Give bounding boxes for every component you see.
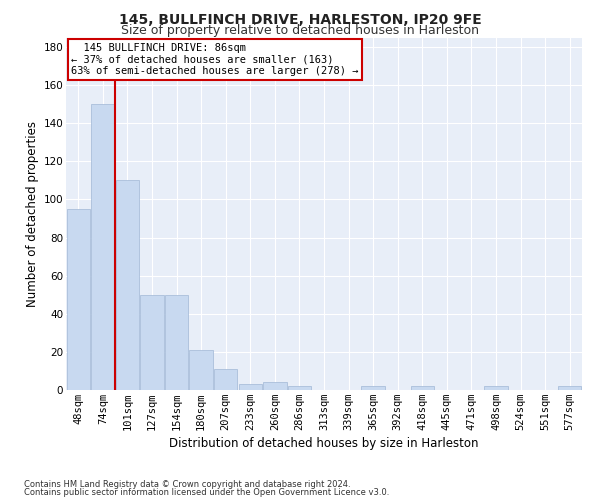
Bar [361,386,385,390]
Bar [116,180,139,390]
Bar [190,350,213,390]
Bar [558,386,581,390]
Bar [214,369,238,390]
Bar [67,209,90,390]
Bar [410,386,434,390]
Bar [484,386,508,390]
Bar [140,294,164,390]
Bar [165,294,188,390]
Text: 145, BULLFINCH DRIVE, HARLESTON, IP20 9FE: 145, BULLFINCH DRIVE, HARLESTON, IP20 9F… [119,12,481,26]
Bar [288,386,311,390]
X-axis label: Distribution of detached houses by size in Harleston: Distribution of detached houses by size … [169,437,479,450]
Text: Contains HM Land Registry data © Crown copyright and database right 2024.: Contains HM Land Registry data © Crown c… [24,480,350,489]
Bar [263,382,287,390]
Bar [239,384,262,390]
Text: Size of property relative to detached houses in Harleston: Size of property relative to detached ho… [121,24,479,37]
Bar [91,104,115,390]
Text: Contains public sector information licensed under the Open Government Licence v3: Contains public sector information licen… [24,488,389,497]
Text: 145 BULLFINCH DRIVE: 86sqm
← 37% of detached houses are smaller (163)
63% of sem: 145 BULLFINCH DRIVE: 86sqm ← 37% of deta… [71,43,359,76]
Y-axis label: Number of detached properties: Number of detached properties [26,120,40,306]
